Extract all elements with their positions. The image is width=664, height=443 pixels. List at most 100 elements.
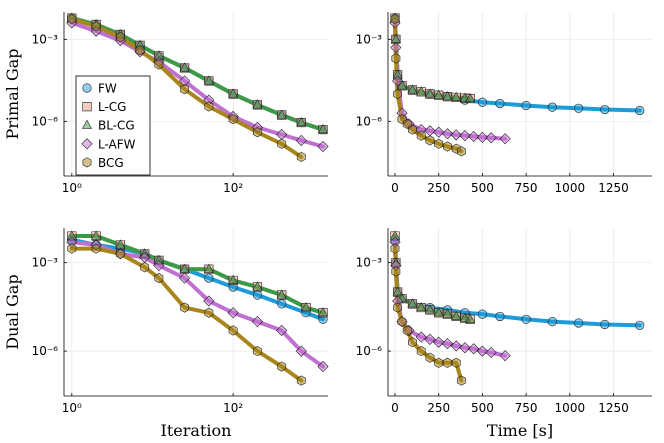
y-tick-label: 10⁻³ <box>32 256 59 270</box>
data-point-l-afw <box>415 331 427 343</box>
x-tick-label: 250 <box>427 181 450 195</box>
data-point-bcg <box>390 14 400 25</box>
x-tick-label: 250 <box>427 401 450 415</box>
data-point-l-afw <box>317 360 329 373</box>
data-point-l-afw <box>424 333 436 345</box>
data-point-fw <box>573 318 584 328</box>
data-point-l-afw <box>433 126 445 138</box>
series-markers-l-cg <box>390 13 475 104</box>
data-point-bcg <box>408 124 417 135</box>
data-point-bcg <box>443 357 452 368</box>
data-point-bcg <box>393 88 403 100</box>
data-point-bl-cg <box>317 307 329 317</box>
data-point-fw <box>573 103 584 113</box>
x-tick-label: 1000 <box>555 181 586 195</box>
x-tick-label: 0 <box>391 401 399 415</box>
legend-label-bcg: BCG <box>98 156 124 170</box>
data-point-l-afw <box>295 134 307 147</box>
y-tick-label: 10⁻³ <box>356 32 383 46</box>
data-point-bl-cg <box>416 86 427 96</box>
data-point-bcg <box>402 325 412 336</box>
data-point-bcg <box>434 138 444 149</box>
x-axis-label: Iteration <box>161 421 232 440</box>
data-point-fw <box>277 299 287 309</box>
data-point-bcg <box>296 151 306 162</box>
data-point-l-afw <box>459 342 471 354</box>
data-point-fw <box>495 98 505 109</box>
y-tick-label: 10⁻⁶ <box>32 344 59 358</box>
data-point-bcg <box>115 32 125 43</box>
data-point-bcg <box>416 346 426 357</box>
data-point-bl-cg <box>465 313 476 323</box>
x-tick-label: 10² <box>223 181 243 195</box>
data-point-bcg <box>434 357 444 368</box>
series-markers-l-afw <box>66 236 329 373</box>
data-point-bl-cg <box>407 84 418 94</box>
data-point-bcg <box>443 141 452 152</box>
data-point-bl-cg <box>228 88 239 98</box>
data-point-l-afw <box>317 140 329 153</box>
data-point-bcg <box>296 375 306 386</box>
x-tick-label: 10⁰ <box>62 181 82 195</box>
data-point-bcg <box>391 266 401 277</box>
data-point-bcg <box>390 243 400 254</box>
data-point-bl-cg <box>433 307 444 317</box>
x-tick-label: 750 <box>515 401 538 415</box>
data-point-bcg <box>457 146 466 157</box>
panel-top-left: 10⁰ 10² 10⁻³ 10⁻⁶ Primal Gap FW L-CG BL-CG L-AFW… <box>3 12 329 195</box>
data-point-bcg <box>135 45 145 56</box>
data-point-fw <box>521 100 531 111</box>
data-point-bcg <box>277 138 287 149</box>
data-point-l-afw <box>251 316 264 328</box>
data-point-l-afw <box>178 272 191 284</box>
legend-label-l-afw: L-AFW <box>98 137 136 151</box>
data-point-l-afw <box>203 295 215 307</box>
data-point-bl-cg <box>252 99 263 109</box>
data-point-bl-cg <box>179 263 190 273</box>
data-point-bl-cg <box>416 301 427 312</box>
series-markers-l-afw <box>389 236 511 362</box>
data-point-bcg <box>253 127 262 138</box>
data-point-l-afw <box>499 133 511 145</box>
y-tick-label: 10⁻⁶ <box>356 114 383 128</box>
data-point-bcg <box>228 114 238 125</box>
x-tick-label: 500 <box>471 401 494 415</box>
data-point-l-afw <box>476 131 488 143</box>
data-point-bl-cg <box>296 117 307 127</box>
data-point-l-afw <box>485 132 497 144</box>
y-axis-label: Primal Gap <box>3 48 22 139</box>
panel-top-right: 0 250 500 750 1000 1250 10⁻³ 10⁻⁶ <box>356 12 652 195</box>
data-point-bcg <box>204 307 214 318</box>
data-point-fw <box>547 102 557 112</box>
data-point-bl-cg <box>276 289 287 299</box>
data-point-bcg <box>204 101 214 112</box>
data-point-bl-cg <box>276 109 287 119</box>
data-point-bcg <box>140 262 150 273</box>
y-tick-label: 10⁻³ <box>32 32 59 46</box>
data-point-fw <box>521 314 531 324</box>
data-point-l-afw <box>295 345 307 357</box>
x-tick-label: 10⁰ <box>62 401 82 415</box>
data-point-bl-cg <box>91 230 102 240</box>
series-markers-bl-cg <box>389 12 476 103</box>
data-point-bcg <box>425 352 435 363</box>
data-point-fw <box>547 317 557 327</box>
legend-marker-bcg <box>82 157 92 168</box>
data-point-fw <box>600 104 610 115</box>
data-point-bl-cg <box>451 310 462 320</box>
data-point-fw <box>600 319 610 330</box>
series-markers-bl-cg <box>389 230 476 323</box>
data-point-bcg <box>457 375 466 386</box>
data-point-l-afw <box>441 337 454 350</box>
legend: FW L-CG BL-CG L-AFW BCG <box>75 75 151 176</box>
data-point-bcg <box>253 346 262 357</box>
x-tick-label: 1250 <box>598 181 629 195</box>
legend-marker-l-cg <box>82 102 92 112</box>
data-point-l-afw <box>450 129 462 141</box>
data-point-fw <box>252 290 263 300</box>
series-markers-bcg <box>67 243 306 386</box>
x-tick-label: 1250 <box>598 401 629 415</box>
x-axis-label: Time [s] <box>487 421 553 440</box>
data-point-bcg <box>115 248 125 259</box>
